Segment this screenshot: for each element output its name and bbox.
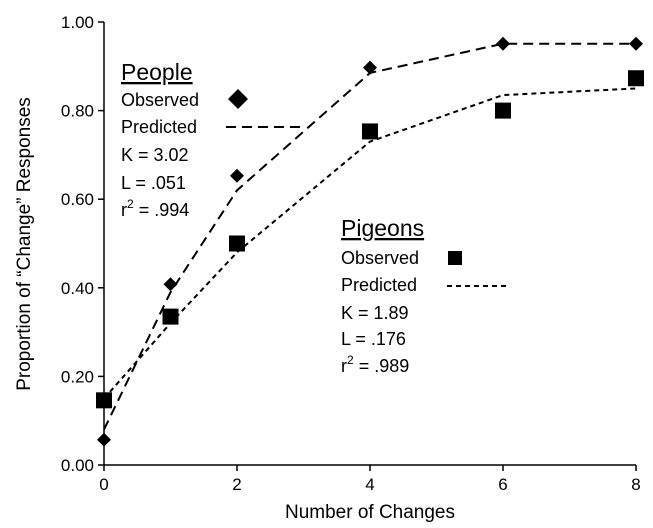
axis-ticks: 0.00 0.20 0.40 0.60 0.80 1.00 0 2 4 6 8 — [61, 13, 641, 494]
legend-pigeons-r2: r2 = .989 — [341, 353, 409, 376]
legend-people-l: L = .051 — [121, 173, 186, 193]
pigeons-observed-point-1 — [162, 308, 179, 325]
x-tick-label-1: 2 — [232, 475, 241, 494]
x-axis-title: Number of Changes — [285, 502, 455, 523]
legend-pigeons: Pigeons Observed Predicted K = 1.89 L = … — [341, 215, 509, 376]
pigeons-observed-point-5 — [628, 70, 644, 87]
legend-pigeons-r-prefix: r — [341, 356, 347, 376]
people-observed-point-4 — [496, 36, 510, 51]
y-tick-label-1: 0.20 — [61, 367, 94, 386]
people-observed-point-2 — [230, 168, 244, 183]
pigeons-observed-point-3 — [362, 123, 378, 140]
y-tick-label-2: 0.40 — [61, 279, 94, 298]
x-tick-label-3: 6 — [498, 475, 507, 494]
y-tick-label-0: 0.00 — [61, 456, 94, 475]
pigeons-observed-point-4 — [495, 102, 511, 119]
y-axis-title: Proportion of “Change” Responses — [14, 97, 35, 391]
legend-pigeons-k: K = 1.89 — [341, 303, 409, 323]
legend-people-r2: r2 = .994 — [121, 197, 189, 220]
legend-pigeons-heading: Pigeons — [341, 215, 424, 241]
x-tick-label-0: 0 — [99, 475, 108, 494]
legend-people-r-sup: 2 — [127, 197, 134, 211]
pigeons-observed-point-2 — [229, 235, 245, 252]
legend-pigeons-r-sup: 2 — [347, 353, 354, 367]
pigeons-observed-point-0 — [96, 392, 112, 409]
legend-people: People Observed Predicted K = 3.02 L = .… — [121, 59, 302, 220]
legend-people-heading: People — [121, 59, 193, 85]
legend-people-k: K = 3.02 — [121, 145, 189, 165]
people-observed-point-0 — [97, 432, 111, 447]
legend-pigeons-r-suffix: = .989 — [354, 356, 410, 376]
y-tick-label-4: 0.80 — [61, 102, 94, 121]
legend-people-observed-marker-icon — [228, 89, 248, 109]
legend-pigeons-observed-marker-icon — [448, 251, 462, 265]
people-observed-point-5 — [629, 36, 643, 51]
people-observed-point-1 — [163, 277, 178, 292]
people-observed-point-3 — [363, 60, 377, 75]
legend-pigeons-predicted-label: Predicted — [341, 275, 417, 295]
x-tick-label-2: 4 — [365, 475, 374, 494]
y-tick-label-5: 1.00 — [61, 13, 94, 32]
pigeons-predicted-line — [103, 87, 637, 400]
series-layer — [96, 36, 644, 447]
legend-pigeons-l: L = .176 — [341, 329, 406, 349]
y-tick-label-3: 0.60 — [61, 190, 94, 209]
legend-people-r-suffix: = .994 — [134, 200, 190, 220]
legend-people-observed-label: Observed — [121, 90, 199, 110]
legend-pigeons-observed-label: Observed — [341, 248, 419, 268]
x-tick-label-4: 8 — [631, 475, 640, 494]
legend-people-r-prefix: r — [121, 200, 127, 220]
legend-people-predicted-label: Predicted — [121, 117, 197, 137]
people-predicted-line — [103, 42, 636, 430]
